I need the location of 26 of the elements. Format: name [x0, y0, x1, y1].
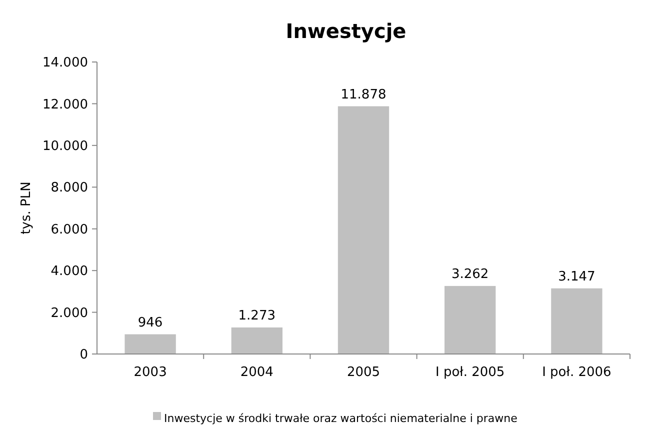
text: 3.147 — [558, 269, 596, 284]
y-tick-label: 8.000 — [50, 180, 88, 196]
bar — [124, 334, 176, 354]
text: 3.262 — [451, 266, 489, 282]
text: 946 — [138, 315, 163, 330]
bar — [231, 327, 282, 354]
bar — [551, 288, 602, 354]
y-tick-label: 6.000 — [50, 222, 88, 238]
text: 11.878 — [340, 87, 386, 102]
bar — [338, 106, 390, 354]
bar — [444, 286, 496, 354]
x-tick-label: I poł. 2006 — [542, 365, 612, 380]
y-tick-label: 0 — [80, 348, 88, 363]
y-tick-label: 4.000 — [50, 264, 88, 280]
y-tick-label: 14.000 — [42, 56, 88, 71]
y-axis-title: tys. PLN — [19, 182, 34, 234]
y-tick-label: 2.000 — [50, 306, 88, 321]
x-tick-label: I poł. 2005 — [435, 365, 505, 380]
y-tick-label: 10.000 — [42, 138, 88, 154]
text: 1.273 — [238, 308, 276, 324]
x-tick-label: 2005 — [346, 365, 380, 380]
legend-label: Inwestycje w środki trwałe oraz wartości niematerialne i prawne — [164, 412, 518, 425]
chart-title: Inwestycje — [286, 19, 406, 43]
y-tick-label: 12.000 — [42, 97, 88, 112]
x-tick-label: 2004 — [240, 365, 274, 380]
x-tick-label: 2003 — [134, 365, 167, 380]
